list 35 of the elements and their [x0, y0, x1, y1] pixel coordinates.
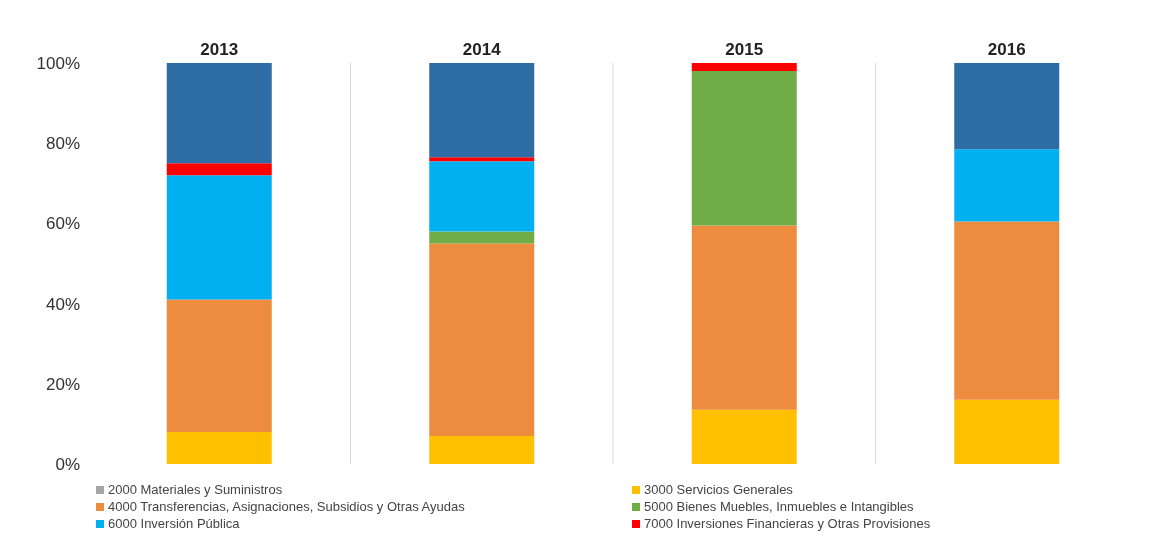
y-tick-label: 100% — [36, 54, 80, 74]
bar — [166, 299, 272, 432]
bar — [429, 63, 535, 158]
y-tick-label: 0% — [55, 455, 80, 475]
x-tick-label: 2014 — [462, 40, 502, 59]
bar — [429, 161, 535, 232]
bar — [691, 63, 797, 72]
legend-label: 5000 Bienes Muebles, Inmuebles e Intangibles — [644, 499, 914, 514]
bar — [691, 409, 797, 464]
bar — [954, 149, 1060, 222]
legend-label: 3000 Servicios Generales — [644, 482, 793, 497]
x-tick-label: 2016 — [987, 40, 1026, 59]
legend-label: 4000 Transferencias, Asignaciones, Subsidios y Otras Ayudas — [108, 499, 465, 514]
bar — [429, 157, 535, 162]
bar — [954, 63, 1060, 150]
bar — [166, 431, 272, 464]
bar — [166, 63, 272, 164]
x-tick-label: 2013 — [200, 40, 239, 59]
bar — [166, 163, 272, 176]
legend-label: 2000 Materiales y Suministros — [108, 482, 283, 497]
legend-label: 7000 Inversiones Financieras y Otras Provisiones — [644, 516, 931, 531]
bar — [954, 399, 1060, 464]
bar — [166, 175, 272, 300]
y-tick-label: 80% — [45, 134, 80, 154]
legend-label: 6000 Inversión Pública — [108, 516, 240, 531]
y-tick-label: 20% — [45, 374, 80, 394]
y-tick-label: 40% — [45, 294, 80, 314]
bar — [429, 231, 535, 244]
bar — [691, 71, 797, 226]
x-tick-label: 2015 — [725, 40, 764, 59]
bar — [429, 243, 535, 436]
bar — [954, 221, 1060, 400]
y-tick-label: 60% — [45, 214, 80, 234]
bar — [429, 435, 535, 464]
bar — [691, 225, 797, 410]
